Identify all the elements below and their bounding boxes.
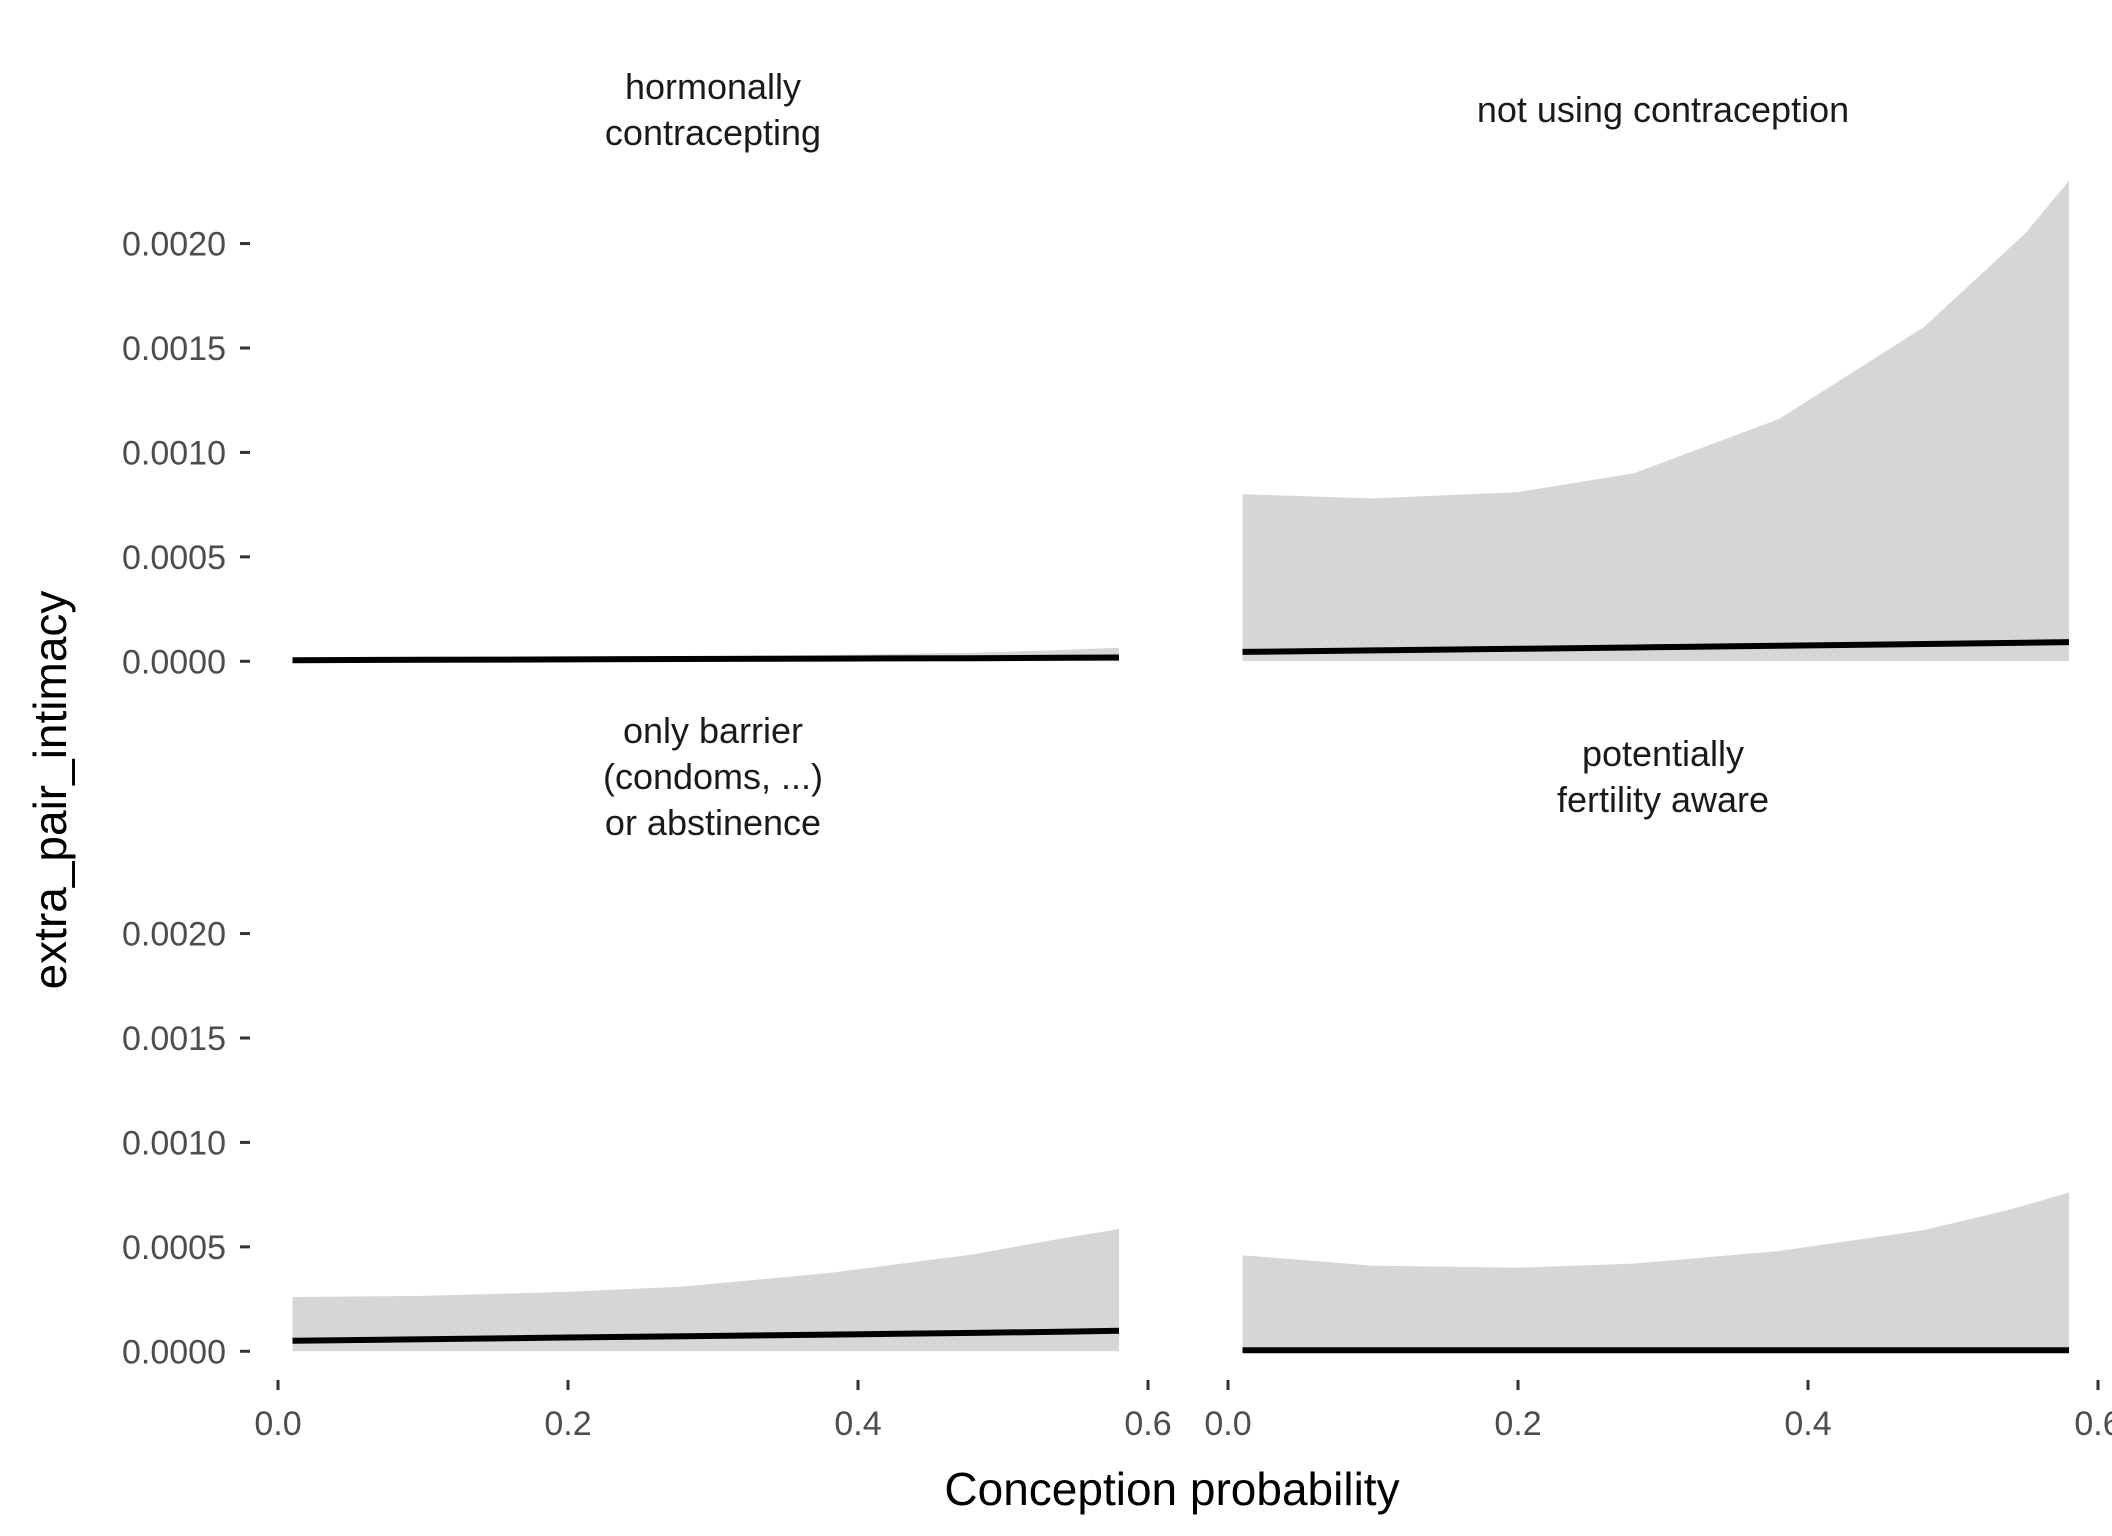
x-tick-label: 0.0 (254, 1405, 301, 1443)
x-tick-label: 0.4 (834, 1405, 881, 1443)
facet-title-line: or abstinence (605, 802, 821, 843)
facet-title: hormonally contracepting (605, 66, 821, 153)
facet-title: only barrier (condoms, ...) or abstinence (603, 710, 823, 843)
panels-layer: hormonally contracepting not using contrac… (292, 66, 2070, 1354)
confidence-ribbon (292, 1229, 1119, 1352)
y-tick-label: 0.0000 (122, 1333, 226, 1371)
fit-line (292, 1327, 1120, 1344)
facet-title-line: potentially (1582, 733, 1744, 774)
x-tick-label: 0.4 (1784, 1405, 1831, 1443)
facet-title-line: not using contraception (1477, 89, 1849, 130)
y-tick-label: 0.0010 (122, 1124, 226, 1162)
y-tick-label: 0.0010 (122, 434, 226, 472)
panel-1: hormonally contracepting (292, 66, 1120, 664)
y-tick-label: 0.0020 (122, 916, 226, 954)
x-tick-label: 0.2 (544, 1405, 591, 1443)
facet-title: potentially fertility aware (1557, 733, 1769, 820)
y-tick-label: 0.0015 (122, 330, 226, 368)
y-axis-title: extra_pair_intimacy (24, 591, 76, 990)
facet-title-line: (condoms, ...) (603, 756, 823, 797)
facet-title-line: contracepting (605, 112, 821, 153)
x-tick-label: 0.6 (1124, 1405, 1171, 1443)
y-tick-label: 0.0015 (122, 1020, 226, 1058)
panel-2: not using contraception (1242, 89, 2070, 662)
panel-3: only barrier (condoms, ...) or abstinence (292, 710, 1120, 1352)
x-tick-label: 0.0 (1204, 1405, 1251, 1443)
x-tick-label: 0.6 (2074, 1405, 2112, 1443)
confidence-ribbon (1242, 180, 2069, 662)
panel-4: potentially fertility aware (1242, 733, 2069, 1354)
facet-title: not using contraception (1477, 89, 1849, 130)
fit-line (292, 654, 1120, 664)
x-tick-label: 0.2 (1494, 1405, 1541, 1443)
confidence-ribbon (1242, 1192, 2069, 1352)
y-tick-label: 0.0020 (122, 226, 226, 264)
fit-line (1242, 639, 2070, 655)
y-axis: 0.0000 0.0005 0.0010 0.0015 0.0020 0.0000 0.00… (122, 226, 250, 1371)
facet-title-line: fertility aware (1557, 779, 1769, 820)
y-tick-label: 0.0005 (122, 1229, 226, 1267)
y-tick-label: 0.0000 (122, 643, 226, 681)
x-axis: 0.0 0.2 0.4 0.6 0.0 0.2 0.4 0.6 (254, 1380, 2112, 1443)
facet-title-line: only barrier (623, 710, 803, 751)
facet-title-line: hormonally (625, 66, 801, 107)
x-axis-title: Conception probability (944, 1463, 1399, 1515)
y-tick-label: 0.0005 (122, 539, 226, 577)
